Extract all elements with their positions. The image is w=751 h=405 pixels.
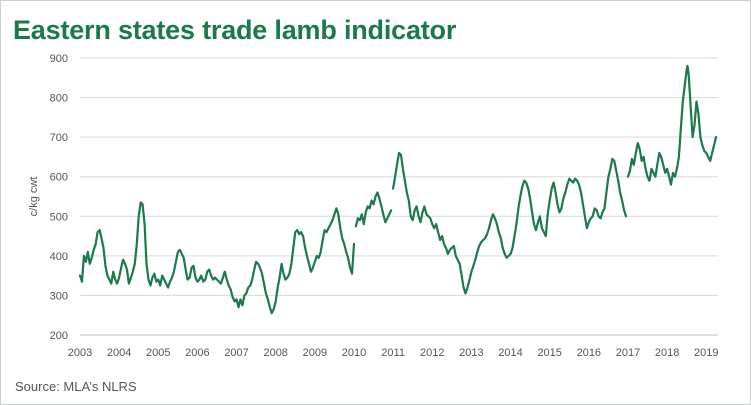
y-axis-label: c/kg cwt (28, 177, 40, 217)
y-tick-label: 600 (50, 172, 68, 184)
series-line (626, 64, 718, 186)
x-tick-label: 2005 (146, 347, 170, 359)
chart-title: Eastern states trade lamb indicator (13, 15, 457, 45)
y-tick-label: 900 (50, 53, 68, 65)
x-tick-label: 2012 (420, 347, 444, 359)
y-tick-label: 300 (50, 290, 68, 302)
y-tick-label: 700 (50, 132, 68, 144)
x-tick-label: 2015 (537, 347, 561, 359)
series-line (78, 201, 356, 315)
y-tick-label: 800 (50, 93, 68, 105)
x-tick-label: 2017 (616, 347, 640, 359)
x-axis-ticks: 2003 2004 2005 2006 2007 2008 2009 2010 2011 2012… (68, 347, 719, 359)
x-tick-label: 2019 (694, 347, 718, 359)
series-line (392, 151, 628, 295)
x-tick-label: 2009 (303, 347, 327, 359)
x-tick-label: 2016 (577, 347, 601, 359)
x-tick-label: 2014 (498, 347, 522, 359)
x-tick-label: 2004 (107, 347, 131, 359)
y-tick-label: 500 (50, 211, 68, 223)
x-tick-label: 2010 (342, 347, 366, 359)
gridlines (80, 57, 718, 296)
x-tick-label: 2011 (381, 347, 405, 359)
series-lines (78, 64, 718, 315)
y-axis-ticks: 200 300 400 500 600 700 800 900 (50, 53, 68, 342)
x-tick-label: 2007 (224, 347, 248, 359)
y-tick-label: 200 (50, 330, 68, 342)
x-tick-label: 2018 (655, 347, 679, 359)
x-tick-label: 2006 (185, 347, 209, 359)
x-tick-label: 2003 (68, 347, 92, 359)
x-tick-label: 2013 (459, 347, 483, 359)
y-tick-label: 400 (50, 251, 68, 263)
x-tick-label: 2008 (263, 347, 287, 359)
source-note: Source: MLA’s NLRS (15, 379, 137, 394)
series-line (354, 191, 393, 228)
